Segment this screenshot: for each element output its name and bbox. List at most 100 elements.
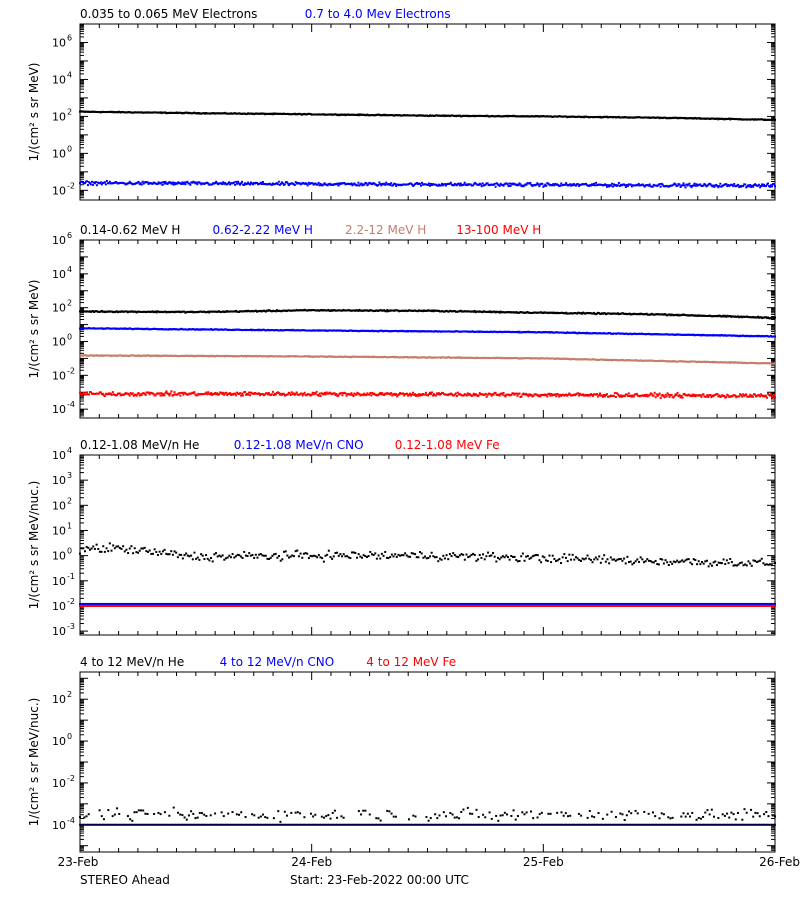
data-point	[87, 181, 90, 184]
data-point	[267, 392, 270, 395]
data-point	[421, 394, 424, 397]
data-point	[242, 394, 245, 397]
data-point	[678, 183, 681, 186]
y-tick-exponent: 4	[67, 265, 72, 274]
data-point	[311, 182, 314, 185]
data-point	[193, 391, 196, 394]
data-point	[645, 393, 648, 396]
data-point	[704, 183, 707, 186]
data-point	[109, 392, 112, 395]
data-point	[363, 392, 366, 395]
data-point	[132, 394, 135, 397]
data-point	[211, 394, 214, 397]
data-point	[443, 183, 446, 186]
data-point	[437, 392, 440, 395]
data-point	[731, 183, 734, 186]
data-point	[679, 396, 682, 399]
data-point	[195, 181, 198, 184]
panel-heavy-low: 0.12-1.08 MeV/n He 0.12-1.08 MeV/n CNO 0.1…	[27, 438, 776, 638]
data-point	[731, 395, 734, 398]
data-point	[748, 395, 751, 398]
data-point	[222, 181, 225, 184]
data-point	[715, 183, 718, 186]
data-point	[377, 184, 380, 187]
data-point	[350, 392, 353, 395]
data-point	[277, 391, 280, 394]
data-point	[82, 391, 85, 394]
data-point	[676, 391, 679, 394]
data-point	[409, 392, 412, 395]
data-point	[509, 184, 512, 187]
data-point	[653, 391, 656, 394]
data-point	[223, 393, 226, 396]
data-point	[713, 185, 716, 188]
data-point	[546, 395, 549, 398]
data-point	[260, 183, 263, 186]
data-point	[189, 183, 192, 186]
data-point	[101, 392, 104, 395]
data-point	[351, 184, 354, 187]
data-point	[681, 396, 684, 399]
data-point	[241, 392, 244, 395]
data-point	[321, 184, 324, 187]
data-point	[421, 181, 424, 184]
data-point	[419, 182, 422, 185]
data-point	[590, 184, 593, 187]
data-point	[623, 184, 626, 187]
data-point	[259, 181, 262, 184]
data-point	[302, 392, 305, 395]
data-point	[501, 393, 504, 396]
data-point	[419, 394, 422, 397]
data-point	[541, 182, 544, 185]
data-point	[323, 391, 326, 394]
data-point	[240, 394, 243, 397]
data-point	[750, 395, 753, 398]
y-tick-exponent: -3	[67, 622, 75, 631]
data-point	[661, 393, 664, 396]
data-point	[275, 182, 278, 185]
data-point	[239, 392, 242, 395]
data-point	[739, 393, 742, 396]
data-point	[128, 180, 131, 183]
data-point	[271, 390, 274, 393]
data-point	[610, 182, 613, 185]
data-point	[693, 182, 696, 185]
data-point	[718, 185, 721, 188]
data-point	[716, 184, 719, 187]
data-point	[395, 393, 398, 396]
data-point	[725, 396, 728, 399]
data-point	[181, 181, 184, 184]
data-point	[766, 183, 769, 186]
data-point	[512, 392, 515, 395]
data-point	[365, 182, 368, 185]
data-point	[481, 182, 484, 185]
data-point	[592, 184, 595, 187]
data-point	[167, 393, 170, 396]
data-point	[612, 394, 615, 397]
data-point	[370, 394, 373, 397]
data-point	[420, 184, 423, 187]
series-0-62-2-22-mev-h	[79, 327, 776, 338]
data-point	[336, 182, 339, 185]
data-point	[234, 183, 237, 186]
data-point	[225, 391, 228, 394]
data-point	[663, 396, 666, 399]
data-point	[363, 183, 366, 186]
data-point	[625, 393, 628, 396]
data-point	[719, 182, 722, 185]
data-point	[144, 393, 147, 396]
y-tick-exponent: 0	[67, 547, 72, 556]
data-point	[84, 393, 87, 396]
data-point	[390, 182, 393, 185]
data-point	[428, 391, 431, 394]
data-point	[611, 185, 614, 188]
data-point	[426, 394, 429, 397]
legend-entry: 0.7 to 4.0 Mev Electrons	[305, 7, 451, 21]
data-point	[314, 392, 317, 395]
data-point	[441, 392, 444, 395]
data-point	[95, 184, 98, 187]
data-point	[508, 182, 511, 185]
data-point	[453, 393, 456, 396]
data-point	[690, 186, 693, 189]
